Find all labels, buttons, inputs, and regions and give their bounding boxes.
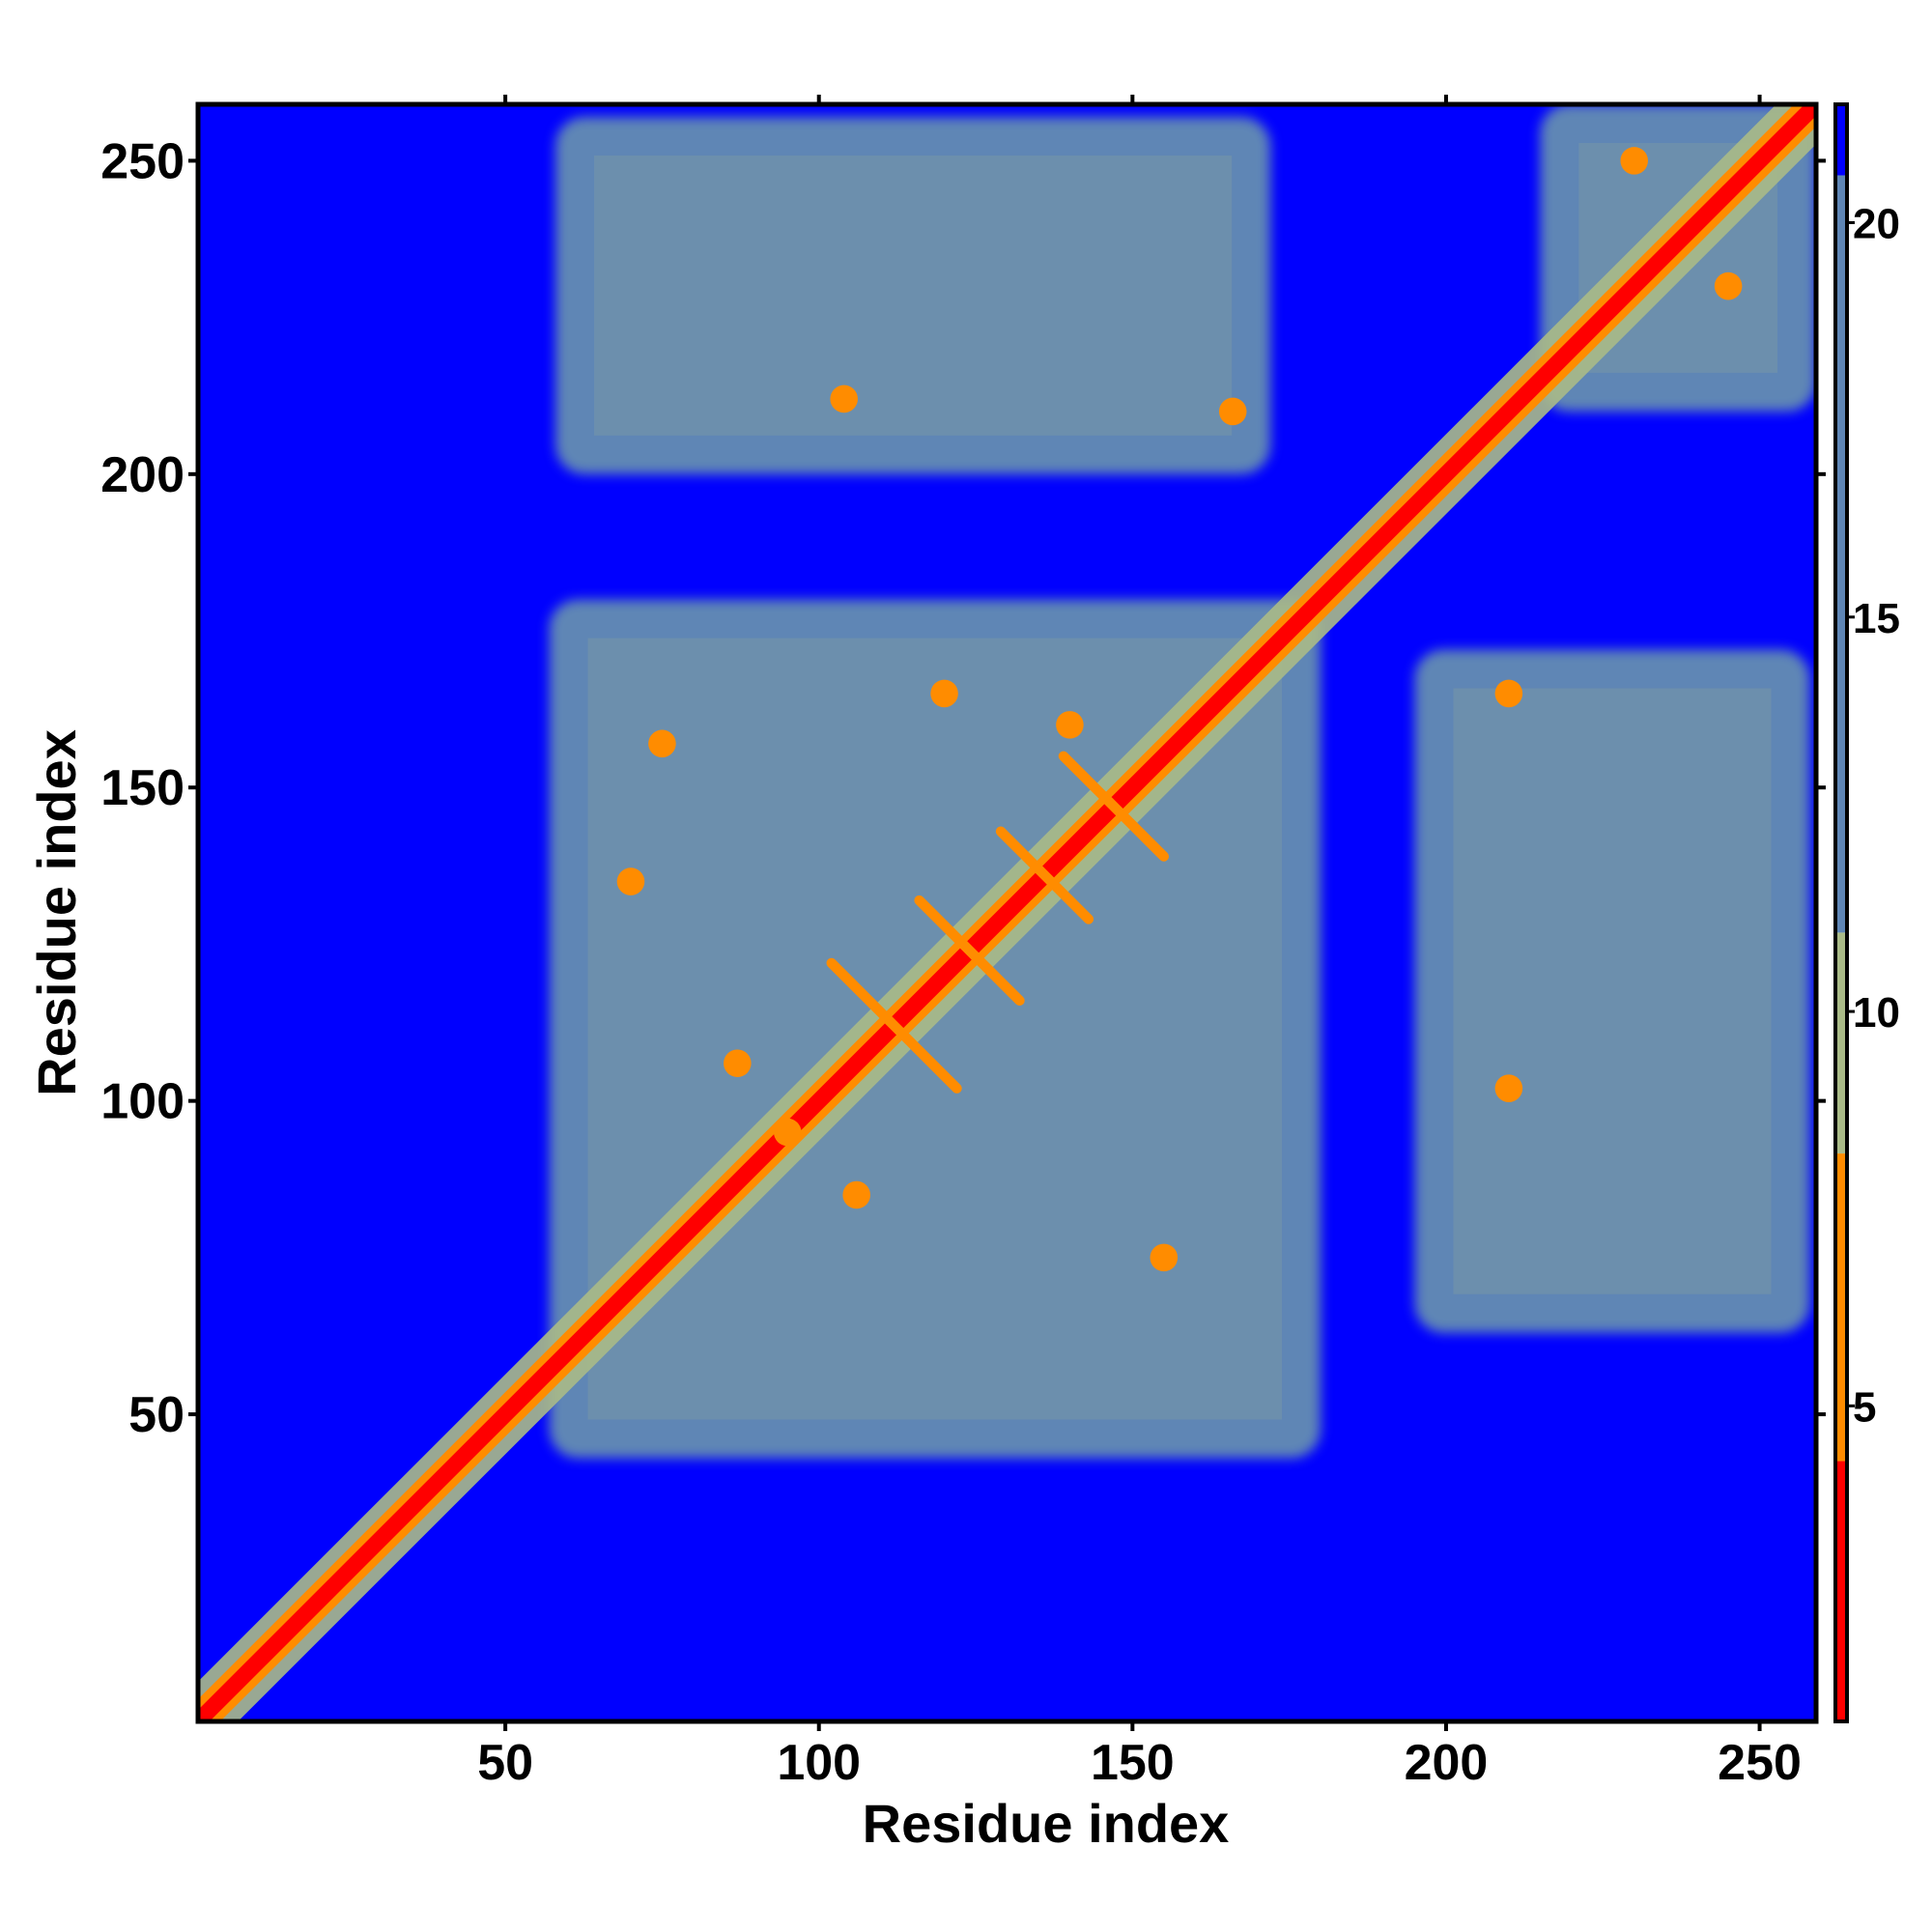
colorbar-segment-2 bbox=[1835, 1153, 1847, 1462]
hotspot-7 bbox=[1218, 397, 1247, 426]
y-tick-label-250: 250 bbox=[100, 133, 185, 189]
colorbar-segment-4 bbox=[1835, 175, 1847, 933]
hotspot-9 bbox=[1494, 1074, 1523, 1102]
cross-pattern-1 bbox=[826, 957, 962, 1094]
colorbar-tick-label-5: 5 bbox=[1853, 1383, 1876, 1431]
hotspot-6 bbox=[830, 384, 858, 413]
colorbar: 5 10 15 20 bbox=[1833, 102, 1900, 1723]
hotspot-13 bbox=[1056, 711, 1084, 739]
hotspot-11 bbox=[1714, 271, 1743, 300]
contact-region-4 bbox=[1414, 649, 1810, 1333]
colorbar-tick-label-20: 20 bbox=[1853, 200, 1900, 247]
x-axis-title: Residue index bbox=[863, 1793, 1230, 1854]
hotspot-8 bbox=[1494, 679, 1523, 708]
heatmap-cross-patterns bbox=[826, 751, 1169, 1094]
hotspot-12 bbox=[930, 679, 958, 708]
colorbar-frame bbox=[1833, 102, 1849, 1723]
contact-region-3 bbox=[555, 116, 1271, 474]
contact-region-texture-3 bbox=[594, 155, 1233, 436]
cross-pattern-2 bbox=[914, 895, 1025, 1007]
x-tick-label-150: 150 bbox=[1091, 1735, 1175, 1791]
x-tick-label-100: 100 bbox=[777, 1735, 861, 1791]
hotspot-4 bbox=[842, 1180, 870, 1209]
plot-frame bbox=[195, 101, 1819, 1724]
x-axis: 50 100 150 200 250 bbox=[477, 95, 1802, 1791]
hotspot-10 bbox=[1620, 147, 1649, 175]
y-tick-label-200: 200 bbox=[100, 447, 185, 503]
y-axis: 50 100 150 200 250 bbox=[100, 133, 1826, 1443]
hotspot-2 bbox=[616, 867, 645, 895]
hotspot-3 bbox=[724, 1049, 752, 1078]
contact-region-texture-4 bbox=[1453, 688, 1772, 1294]
cross-pattern-4 bbox=[1058, 751, 1169, 862]
heatmap-diagonal bbox=[198, 104, 1816, 1721]
y-tick-label-50: 50 bbox=[128, 1387, 185, 1443]
colorbar-segment-3 bbox=[1835, 932, 1847, 1154]
heatmap-contact-regions bbox=[549, 104, 1816, 1459]
heatmap-plot-area bbox=[198, 104, 1816, 1721]
colorbar-segment-5 bbox=[1835, 104, 1847, 176]
y-axis-title: Residue index bbox=[26, 729, 87, 1096]
x-tick-label-250: 250 bbox=[1718, 1735, 1802, 1791]
cross-pattern-3 bbox=[995, 826, 1094, 924]
y-tick-label-150: 150 bbox=[100, 760, 185, 816]
y-tick-label-100: 100 bbox=[100, 1074, 185, 1130]
x-tick-label-50: 50 bbox=[477, 1735, 533, 1791]
diagonal-core bbox=[198, 104, 1816, 1721]
colorbar-tick-label-10: 10 bbox=[1853, 989, 1900, 1037]
hotspot-1 bbox=[648, 729, 676, 758]
colorbar-tick-label-15: 15 bbox=[1853, 595, 1900, 642]
heatmap-hotspots bbox=[616, 147, 1743, 1272]
hotspot-14 bbox=[773, 1118, 802, 1147]
colorbar-segment-1 bbox=[1835, 1461, 1847, 1721]
x-tick-label-200: 200 bbox=[1405, 1735, 1489, 1791]
hotspot-5 bbox=[1150, 1243, 1179, 1272]
